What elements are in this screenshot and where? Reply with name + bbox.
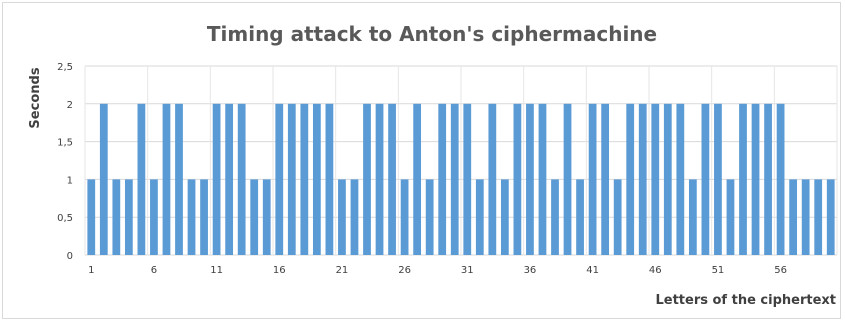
- bar: [613, 179, 622, 255]
- chart-title: Timing attack to Anton's ciphermachine: [207, 22, 657, 46]
- x-tick-label: 36: [524, 265, 537, 276]
- bar: [814, 179, 823, 255]
- bar: [513, 103, 522, 255]
- bar: [563, 103, 572, 255]
- y-tick-label: 2: [67, 100, 73, 111]
- bar: [262, 179, 271, 255]
- bar: [99, 103, 108, 255]
- x-tick-label: 46: [649, 265, 662, 276]
- y-tick-label: 2,5: [57, 62, 73, 73]
- bar: [137, 103, 146, 255]
- bar: [375, 103, 384, 255]
- bar: [751, 103, 760, 255]
- x-tick-label: 6: [151, 265, 157, 276]
- bar: [801, 179, 810, 255]
- bar: [162, 103, 171, 255]
- x-tick-label: 1: [88, 265, 94, 276]
- bar: [776, 103, 785, 255]
- bar: [150, 179, 158, 255]
- bar: [325, 103, 334, 255]
- x-tick-label: 41: [586, 265, 599, 276]
- bar: [726, 179, 735, 255]
- bar: [425, 179, 434, 255]
- bar: [450, 103, 459, 255]
- bar: [488, 103, 497, 255]
- bar: [663, 103, 672, 255]
- bar: [237, 103, 246, 255]
- bar: [789, 179, 798, 255]
- gridlines: [84, 65, 838, 256]
- bar: [112, 179, 121, 255]
- bar: [826, 179, 835, 255]
- y-tick-label: 1,5: [57, 138, 73, 149]
- bar: [626, 103, 635, 255]
- y-axis-title: Seconds: [28, 67, 43, 128]
- bar: [500, 179, 509, 255]
- bar: [463, 103, 472, 255]
- bar: [688, 179, 697, 255]
- x-tick-label: 56: [774, 265, 787, 276]
- bar: [739, 103, 747, 255]
- bar: [388, 103, 396, 255]
- bar: [400, 179, 409, 255]
- bar: [526, 103, 534, 255]
- x-tick-label: 21: [336, 265, 349, 276]
- x-tick-label: 51: [712, 265, 725, 276]
- x-tick-label: 26: [398, 265, 411, 276]
- x-tick-labels: 1 6 11 16 21 26 31 36 41 46 51 56: [88, 265, 787, 276]
- bar: [87, 179, 96, 255]
- bar: [300, 103, 309, 255]
- bar: [225, 103, 234, 255]
- bar: [187, 179, 196, 255]
- bar: [764, 103, 772, 255]
- bar: [250, 179, 259, 255]
- y-tick-labels: 0 0,5 1 1,5 2 2,5: [57, 62, 73, 262]
- bar: [124, 179, 133, 255]
- x-tick-label: 16: [273, 265, 286, 276]
- x-axis-title: Letters of the ciphertext: [655, 293, 836, 308]
- y-tick-label: 0: [67, 251, 73, 262]
- bar: [701, 103, 710, 255]
- bar: [287, 103, 296, 255]
- bar: [275, 103, 284, 255]
- bar: [200, 179, 208, 255]
- y-tick-label: 1: [67, 175, 73, 186]
- bar: [438, 103, 447, 255]
- bar: [175, 103, 183, 255]
- bar: [475, 179, 484, 255]
- bar: [338, 179, 346, 255]
- bar: [638, 103, 647, 255]
- bar: [363, 103, 371, 255]
- x-tick-label: 11: [210, 265, 223, 276]
- bar: [576, 179, 584, 255]
- bar: [413, 103, 422, 255]
- bar: [714, 103, 722, 255]
- bar: [551, 179, 559, 255]
- bar: [588, 103, 597, 255]
- bar: [212, 103, 221, 255]
- bar: [350, 179, 359, 255]
- y-tick-label: 0,5: [57, 213, 73, 224]
- bar: [601, 103, 610, 255]
- bar: [651, 103, 660, 255]
- bar: [312, 103, 321, 255]
- x-tick-label: 31: [461, 265, 474, 276]
- bars: [87, 103, 835, 255]
- bar: [676, 103, 685, 255]
- bar: [538, 103, 547, 255]
